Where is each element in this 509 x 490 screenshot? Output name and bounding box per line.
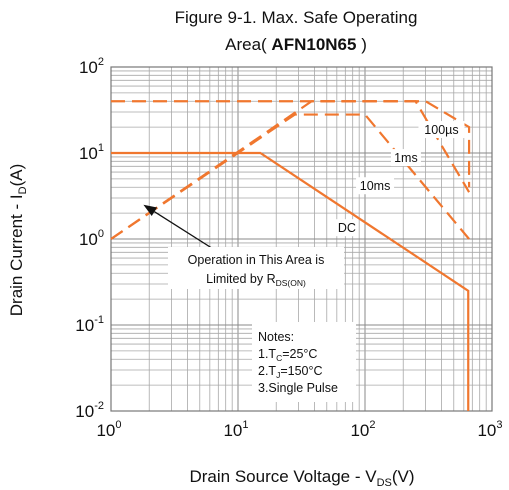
notes-title: Notes: <box>258 330 294 344</box>
annotation-line1: Operation in This Area is <box>188 253 325 267</box>
annotation-arrow <box>154 211 219 253</box>
series-label-bg <box>418 121 465 139</box>
notes-line3: 3.Single Pulse <box>258 381 338 395</box>
x-axis-label: Drain Source Voltage - VDS(V) <box>189 467 414 489</box>
x-tick-label: 101 <box>223 419 248 440</box>
series-label-bg <box>335 219 358 237</box>
annotation-line2-sub: DS(ON) <box>276 278 306 288</box>
x-tick-label: 103 <box>477 419 502 440</box>
annotation-line2-prefix: Limited by R <box>206 272 275 286</box>
series-label-100s: 100µs <box>424 123 458 137</box>
series-line-100s <box>111 100 471 188</box>
annotation-line2: Limited by RDS(ON) <box>206 272 306 288</box>
chart-title-suffix: ) <box>356 35 366 54</box>
y-tick-label: 10-1 <box>75 314 104 335</box>
series-label-bg <box>356 177 395 195</box>
notes-line2: 2.TJ=150°C <box>258 364 323 380</box>
chart-title-part-number: AFN10N65 <box>271 35 356 54</box>
x-tick-labels: 100 101 102 103 <box>96 419 502 440</box>
y-axis-label: Drain Current - ID(A) <box>7 164 29 317</box>
notes-box: Notes: 1.TC=25°C 2.TJ=150°C 3.Single Pul… <box>252 322 356 402</box>
y-tick-label: 101 <box>79 142 104 163</box>
chart-title-prefix: Area( <box>225 35 271 54</box>
series-label-1ms: 1ms <box>394 151 418 165</box>
series-label-bg <box>390 149 421 167</box>
x-tick-label: 102 <box>350 419 375 440</box>
series-label-10ms: 10ms <box>360 179 391 193</box>
series-line-dc <box>111 151 470 411</box>
y-tick-label: 10-2 <box>75 400 104 421</box>
annotation-box <box>168 247 344 289</box>
y-tick-label: 100 <box>79 228 104 249</box>
rdson-annotation: Operation in This Area is Limited by RDS… <box>143 204 344 289</box>
notes-background <box>252 322 356 402</box>
plot-series <box>110 100 471 411</box>
series-line-10ms <box>110 113 470 240</box>
x-tick-label: 100 <box>96 419 121 440</box>
series-label-dc: DC <box>338 221 356 235</box>
chart-title-line2: Area( AFN10N65 ) <box>225 35 367 54</box>
notes-line1: 1.TC=25°C <box>258 347 317 363</box>
chart-title-line1: Figure 9-1. Max. Safe Operating <box>175 8 418 27</box>
annotation-arrowhead <box>143 204 158 216</box>
y-tick-labels: 102 101 100 10-1 10-2 <box>75 56 104 421</box>
y-tick-label: 102 <box>79 56 104 77</box>
